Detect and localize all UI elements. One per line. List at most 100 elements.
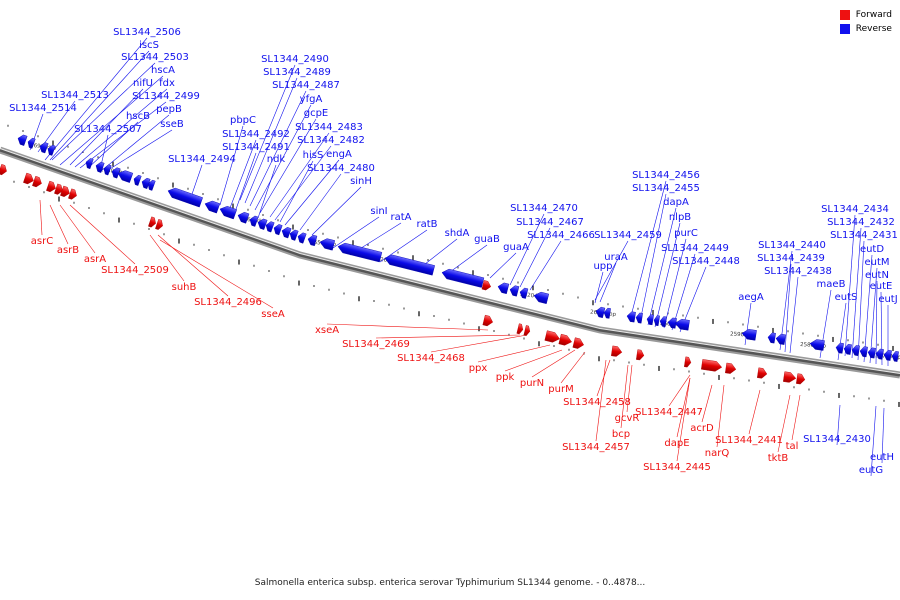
gene-label-forward[interactable]: bcp	[612, 429, 630, 440]
forward-gene-arrow[interactable]	[46, 180, 57, 193]
gene-label-reverse[interactable]: purC	[674, 228, 698, 239]
gene-label-reverse[interactable]: SL1344_2448	[672, 256, 740, 267]
gene-label-reverse[interactable]: eutE	[870, 281, 893, 292]
gene-label-reverse[interactable]: SL1344_2506	[113, 27, 181, 38]
gene-label-reverse[interactable]: SL1344_2490	[261, 54, 329, 65]
gene-label-forward[interactable]: SL1344_2457	[562, 442, 630, 453]
forward-gene-arrow[interactable]	[701, 359, 723, 372]
gene-label-reverse[interactable]: SL1344_2438	[764, 266, 832, 277]
gene-label-reverse[interactable]: pbpC	[230, 115, 256, 126]
reverse-gene-arrow[interactable]	[741, 328, 757, 341]
gene-label-forward[interactable]: sseA	[261, 309, 285, 320]
reverse-gene-arrow[interactable]	[851, 345, 860, 357]
gene-label-reverse[interactable]: shdA	[445, 228, 470, 239]
gene-label-reverse[interactable]: SL1344_2483	[295, 122, 363, 133]
gene-label-forward[interactable]: SL1344_2447	[635, 407, 703, 418]
gene-label-reverse[interactable]: ndk	[267, 154, 286, 165]
gene-label-reverse[interactable]: engA	[326, 149, 352, 160]
gene-label-forward[interactable]: ppx	[469, 363, 488, 374]
gene-label-reverse[interactable]: eutS	[835, 292, 858, 303]
gene-label-reverse[interactable]: SL1344_2487	[272, 80, 340, 91]
forward-gene-arrow[interactable]	[148, 216, 157, 228]
reverse-gene-arrow[interactable]	[280, 226, 292, 239]
reverse-gene-arrow[interactable]	[16, 134, 28, 146]
reverse-gene-arrow[interactable]	[626, 311, 636, 323]
forward-gene-arrow[interactable]	[0, 164, 8, 176]
forward-gene-arrow[interactable]	[523, 325, 531, 336]
reverse-gene-arrow[interactable]	[140, 177, 151, 189]
gene-label-reverse[interactable]: SL1344_2503	[121, 52, 189, 63]
reverse-gene-arrow[interactable]	[674, 318, 690, 331]
gene-label-reverse[interactable]: sinI	[370, 206, 387, 217]
reverse-gene-arrow[interactable]	[38, 141, 49, 154]
reverse-gene-arrow[interactable]	[835, 342, 844, 354]
gene-label-forward[interactable]: purN	[520, 378, 544, 389]
gene-label-reverse[interactable]: hscB	[126, 111, 150, 122]
reverse-gene-arrow[interactable]	[441, 268, 485, 288]
gene-label-reverse[interactable]: eutM	[864, 257, 889, 268]
gene-label-forward[interactable]: SL1344_2458	[563, 397, 631, 408]
reverse-gene-arrow[interactable]	[264, 220, 275, 233]
gene-label-reverse[interactable]: SL1344_2480	[307, 163, 375, 174]
gene-label-reverse[interactable]: SL1344_2513	[41, 90, 109, 101]
gene-label-reverse[interactable]: eutJ	[878, 294, 897, 305]
gene-label-forward[interactable]: acrD	[690, 423, 714, 434]
reverse-gene-arrow[interactable]	[653, 315, 660, 327]
reverse-gene-arrow[interactable]	[307, 234, 318, 247]
reverse-gene-arrow[interactable]	[384, 253, 435, 276]
gene-label-forward[interactable]: SL1344_2468	[397, 353, 465, 364]
gene-label-forward[interactable]: SL1344_2445	[643, 462, 711, 473]
forward-gene-arrow[interactable]	[725, 362, 737, 374]
gene-label-reverse[interactable]: SL1344_2489	[263, 67, 331, 78]
reverse-gene-arrow[interactable]	[646, 314, 654, 326]
gene-label-forward[interactable]: asrC	[31, 236, 53, 247]
reverse-gene-arrow[interactable]	[883, 349, 892, 361]
reverse-gene-arrow[interactable]	[659, 316, 667, 328]
gene-label-forward[interactable]: narQ	[705, 448, 730, 459]
gene-label-forward[interactable]: dapE	[664, 438, 689, 449]
gene-label-reverse[interactable]: SL1344_2459	[594, 230, 662, 241]
gene-label-reverse[interactable]: SL1344_2449	[661, 243, 729, 254]
gene-label-forward[interactable]: xseA	[315, 325, 339, 336]
reverse-gene-arrow[interactable]	[891, 351, 899, 362]
forward-gene-arrow[interactable]	[572, 337, 585, 350]
forward-gene-arrow[interactable]	[636, 349, 645, 361]
gene-label-reverse[interactable]: SL1344_2456	[632, 170, 700, 181]
gene-label-forward[interactable]: asrA	[84, 254, 106, 265]
gene-label-reverse[interactable]: guaB	[474, 234, 500, 245]
gene-label-reverse[interactable]: eutN	[865, 270, 889, 281]
reverse-gene-arrow[interactable]	[867, 347, 876, 359]
gene-label-reverse[interactable]: SL1344_2431	[830, 230, 898, 241]
gene-label-reverse[interactable]: SL1344_2499	[132, 91, 200, 102]
reverse-gene-arrow[interactable]	[116, 169, 134, 183]
gene-label-reverse[interactable]: pepB	[156, 104, 182, 115]
reverse-gene-arrow[interactable]	[667, 317, 677, 329]
legend-reverse[interactable]: Reverse	[839, 22, 892, 36]
gene-label-reverse[interactable]: nlpB	[669, 212, 691, 223]
gene-label-reverse[interactable]: SL1344_2432	[827, 217, 895, 228]
forward-gene-arrow[interactable]	[23, 172, 35, 185]
gene-label-reverse[interactable]: nifU	[133, 78, 153, 89]
gene-label-reverse[interactable]: SL1344_2482	[297, 135, 365, 146]
gene-label-reverse[interactable]: hisS	[303, 150, 324, 161]
forward-gene-arrow[interactable]	[60, 185, 71, 198]
gene-label-forward[interactable]: SL1344_2469	[342, 339, 410, 350]
forward-gene-arrow[interactable]	[757, 367, 768, 379]
reverse-gene-arrow[interactable]	[166, 186, 203, 208]
reverse-gene-arrow[interactable]	[497, 282, 510, 295]
gene-label-reverse[interactable]: SL1344_2434	[821, 204, 889, 215]
gene-label-reverse[interactable]: SL1344_2470	[510, 203, 578, 214]
gene-label-forward[interactable]: SL1344_2441	[715, 435, 783, 446]
gene-label-reverse[interactable]: eutH	[870, 452, 894, 463]
forward-gene-arrow[interactable]	[155, 218, 164, 230]
reverse-gene-arrow[interactable]	[509, 285, 520, 297]
forward-gene-arrow[interactable]	[68, 188, 78, 201]
gene-label-reverse[interactable]: SL1344_2440	[758, 240, 826, 251]
reverse-gene-arrow[interactable]	[110, 166, 121, 179]
gene-label-forward[interactable]: ppk	[496, 372, 515, 383]
legend-forward[interactable]: Forward	[839, 8, 892, 22]
reverse-gene-arrow[interactable]	[272, 223, 283, 236]
gene-label-reverse[interactable]: ratB	[416, 219, 437, 230]
gene-label-reverse[interactable]: yfgA	[300, 94, 323, 105]
gene-label-reverse[interactable]: SL1344_2467	[516, 217, 584, 228]
